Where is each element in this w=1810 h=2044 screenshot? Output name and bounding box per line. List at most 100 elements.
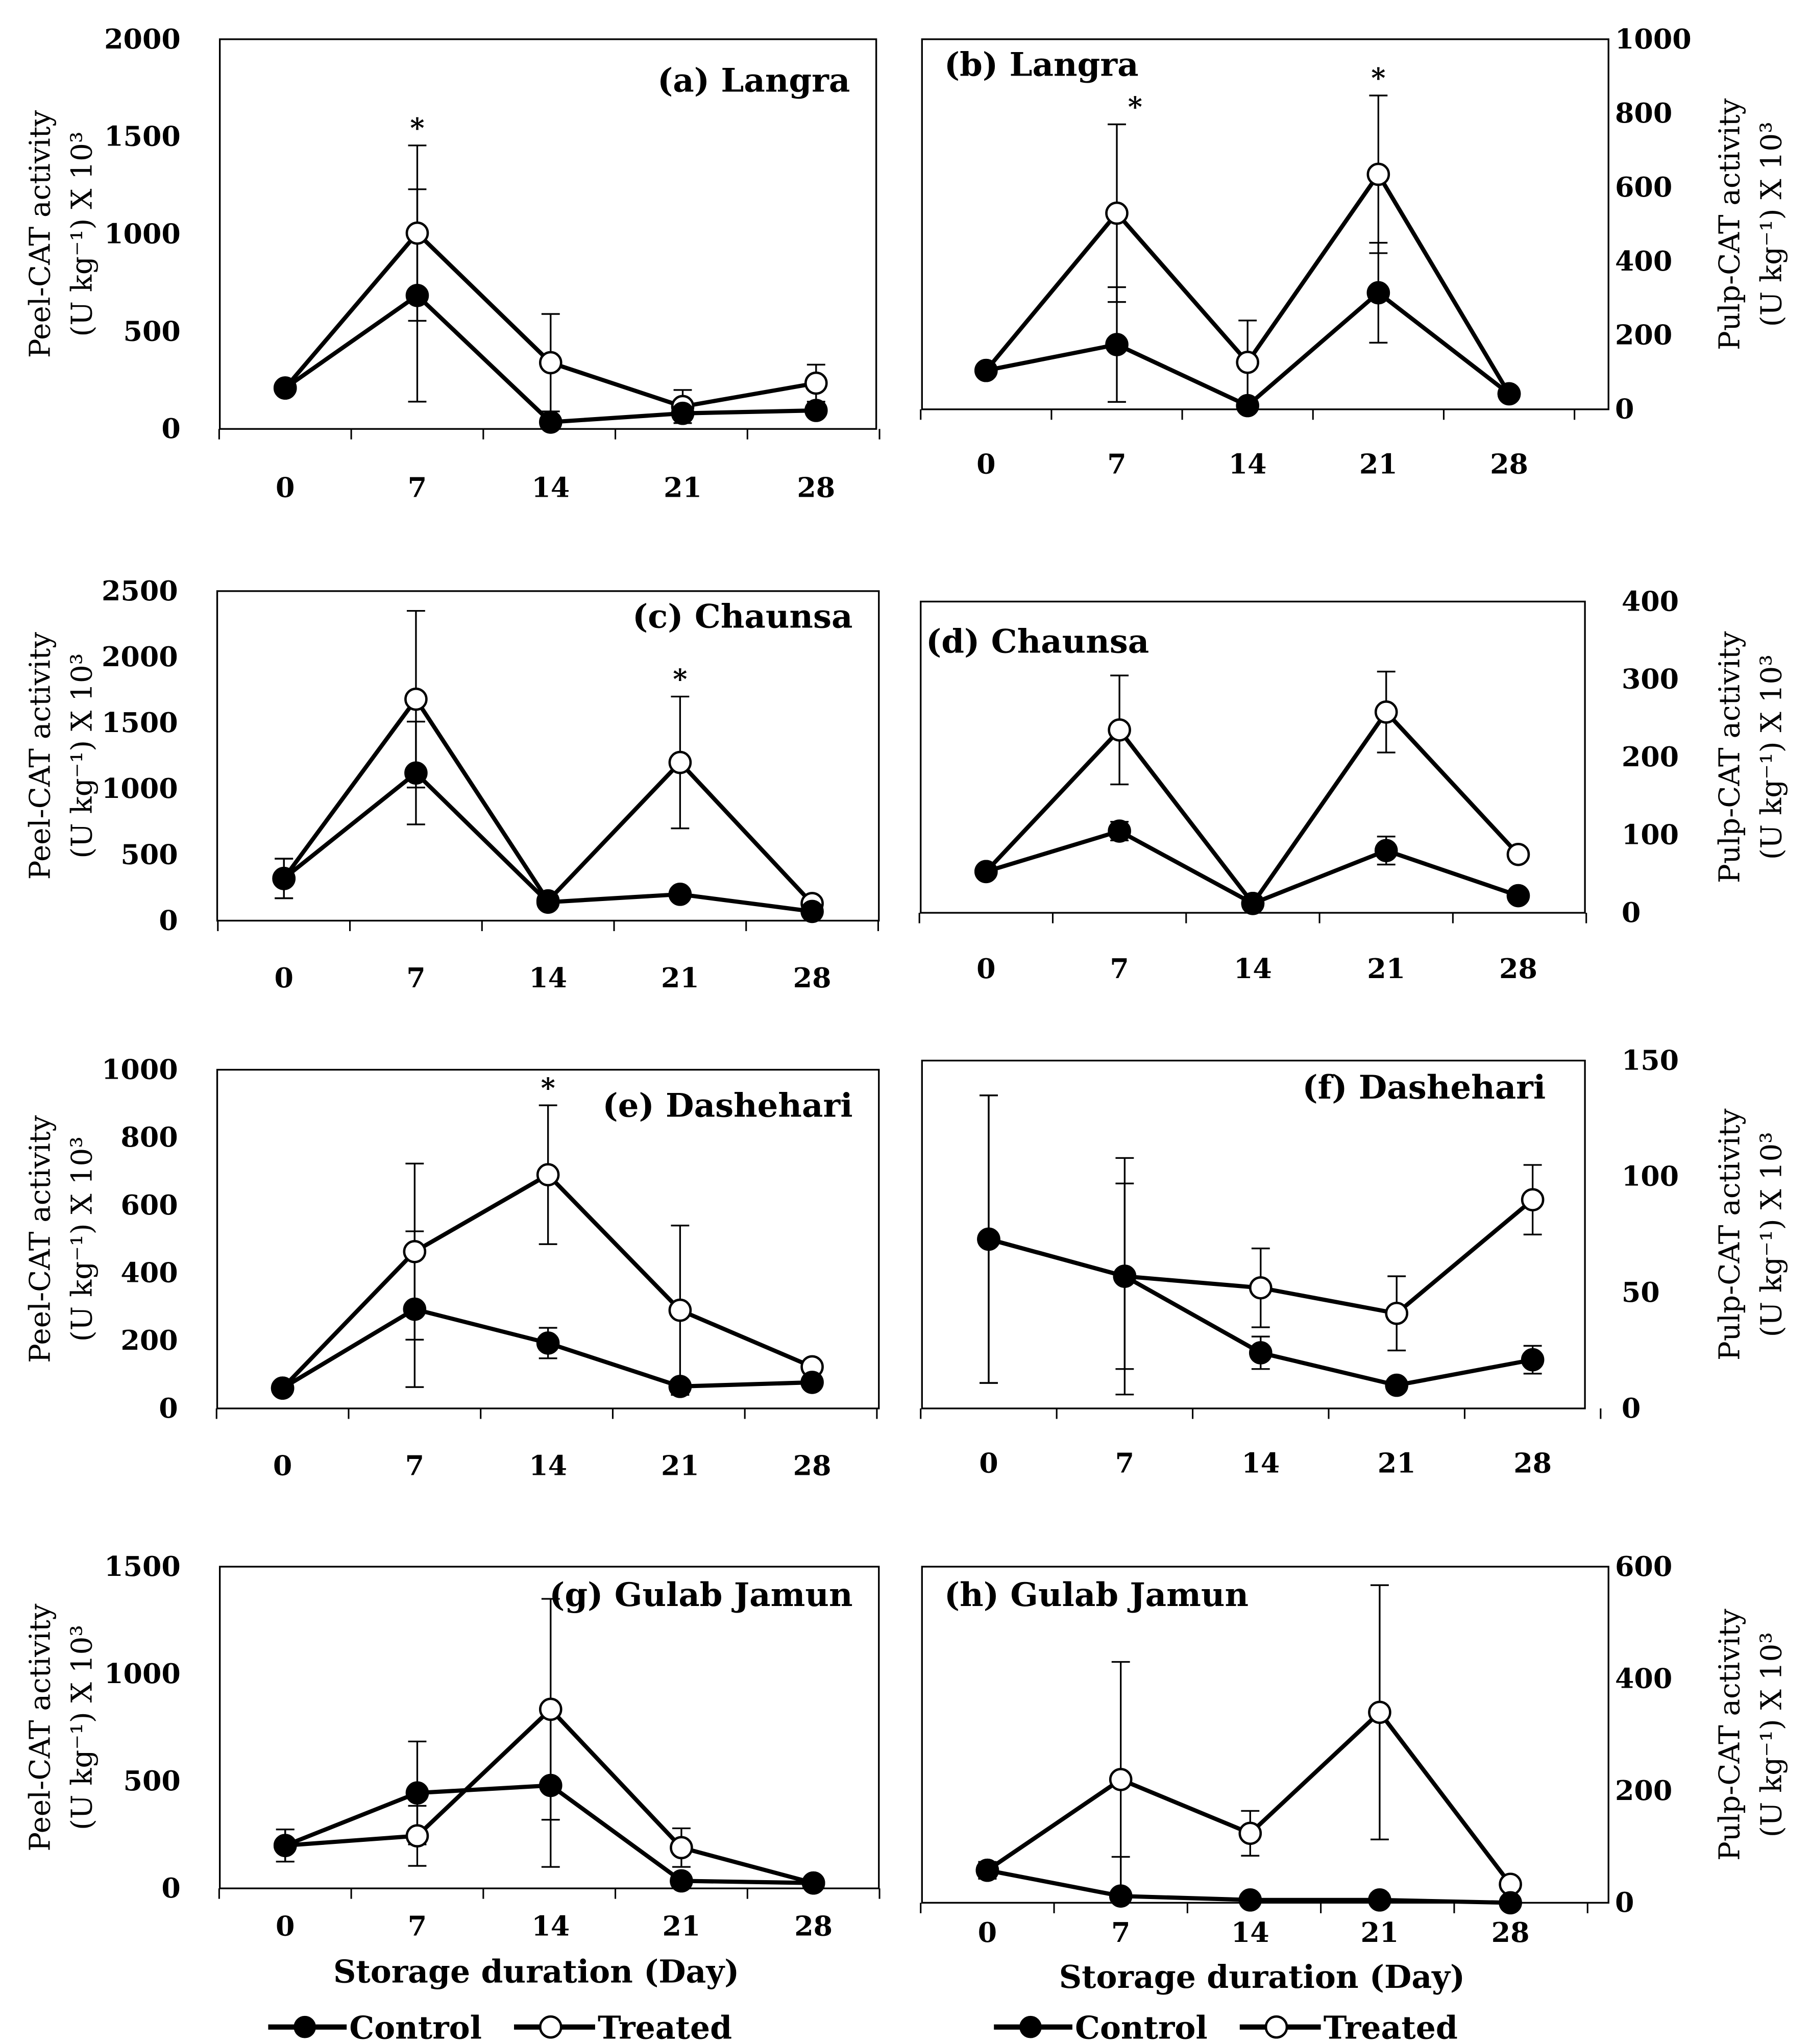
panel-f: 0 7 14 21 28 0 50 100 150 Pulp-CAT activity (U kg⁻…: [920, 1044, 1788, 1479]
x-tick-label: 0: [976, 447, 995, 480]
panel-title: (d) Chaunsa: [926, 622, 1149, 661]
significance-asterisk: *: [1371, 62, 1385, 94]
y-axis-label-line1: Pulp-CAT activity: [1713, 1108, 1746, 1360]
x-tick-label: 21: [661, 1449, 699, 1482]
panel-b: 0 7 14 21 28 0 200 400 600 800 1000 Pulp-CAT activi…: [920, 22, 1788, 480]
y-tick-label: 400: [120, 1256, 178, 1289]
x-tick-label: 14: [1234, 952, 1272, 985]
data-point-control: [1236, 394, 1259, 418]
y-tick-label: 200: [1615, 319, 1672, 351]
y-axis-label-line1: Pulp-CAT activity: [1713, 1609, 1746, 1861]
significance-asterisk: *: [673, 663, 687, 695]
y-tick-label: 1500: [104, 120, 181, 153]
data-point-treated: [1108, 718, 1131, 742]
data-point-treated: [1521, 1188, 1545, 1211]
y-tick-label: 500: [120, 838, 178, 870]
y-tick-label: 0: [159, 904, 178, 936]
y-tick-label: 500: [124, 314, 181, 347]
data-point-control: [670, 1869, 693, 1893]
y-axis-label: Pulp-CAT activity (U kg⁻¹) X 10³: [1713, 1108, 1788, 1360]
plot-frame: [921, 1566, 1609, 1904]
legend-label-treated: Treated: [1324, 2010, 1458, 2044]
data-point-control: [977, 1227, 1000, 1251]
x-tick-label: 7: [408, 1909, 427, 1942]
data-point-control: [1249, 1341, 1273, 1365]
data-point-control: [1499, 1891, 1522, 1915]
data-point-treated: [1374, 700, 1398, 724]
data-point-control: [1368, 1888, 1391, 1912]
y-axis-label-line1: Peel-CAT activity: [24, 1603, 57, 1852]
x-axis-label: Storage duration (Day): [1059, 1959, 1465, 1996]
legend: Control Treated: [268, 2010, 732, 2044]
data-point-control: [1241, 892, 1265, 915]
series-line-treated: [282, 695, 814, 905]
data-point-control: [403, 1297, 427, 1321]
y-axis-label-line2: (U kg⁻¹) X 10³: [1755, 654, 1788, 860]
y-tick-label: 0: [1615, 393, 1634, 425]
series-line-treated: [984, 709, 1520, 907]
x-tick-label: 0: [276, 471, 295, 503]
x-tick-label: 14: [1231, 1916, 1269, 1949]
x-tick-label: 7: [406, 961, 425, 994]
legend-marker-control: [1019, 2015, 1042, 2038]
x-tick-label: 0: [978, 1916, 997, 1949]
y-axis-label: Peel-CAT activity (U kg⁻¹) X 10³: [24, 110, 99, 358]
data-point-control: [668, 883, 692, 906]
y-tick-label: 200: [120, 1324, 178, 1356]
x-tick-label: 7: [1111, 1916, 1130, 1949]
data-point-treated: [1105, 201, 1129, 225]
y-axis-label: Pulp-CAT activity (U kg⁻¹) X 10³: [1713, 1609, 1788, 1861]
data-point-treated: [536, 1163, 560, 1186]
data-point-control: [1105, 333, 1129, 356]
data-point-treated: [1366, 162, 1390, 186]
x-tick-label: 0: [276, 1909, 295, 1942]
x-tick-label: 14: [529, 1449, 567, 1482]
plot-frame: [921, 38, 1609, 410]
data-point-control: [405, 1781, 429, 1805]
x-tick-label: 28: [1490, 447, 1528, 480]
panel-a: 0 7 14 21 28 0 500 1000 1500 2000 Peel-CAT activit…: [24, 22, 880, 503]
data-point-treated: [1236, 350, 1259, 374]
significance-asterisk: *: [1128, 90, 1142, 123]
y-tick-label: 0: [159, 1392, 178, 1424]
x-axis-label: Storage duration (Day): [333, 1954, 739, 1990]
data-point-treated: [1385, 1301, 1409, 1325]
y-tick-label: 400: [1615, 1662, 1672, 1694]
x-tick-label: 14: [531, 471, 570, 503]
legend-marker-control: [293, 2015, 316, 2038]
y-tick-label: 600: [1615, 171, 1672, 203]
panel-title: (g) Gulab Jamun: [549, 1576, 852, 1614]
data-point-control: [1109, 1884, 1133, 1908]
y-axis-label-line1: Pulp-CAT activity: [1713, 631, 1746, 883]
y-tick-label: 0: [161, 1871, 180, 1904]
y-tick-label: 0: [161, 412, 180, 445]
data-point-control: [1238, 1888, 1262, 1912]
x-tick-label: 21: [664, 471, 702, 503]
data-point-control: [404, 761, 428, 785]
y-tick-label: 300: [1622, 663, 1679, 695]
y-axis-label-line2: (U kg⁻¹) X 10³: [66, 1625, 99, 1830]
panel-title: (e) Dashehari: [602, 1087, 852, 1125]
y-tick-label: 400: [1622, 585, 1679, 617]
data-point-control: [1108, 819, 1131, 843]
y-axis-label-line1: Peel-CAT activity: [24, 632, 57, 880]
data-point-control: [536, 1331, 560, 1355]
data-point-treated: [1368, 1700, 1391, 1724]
panel-title: (c) Chaunsa: [632, 598, 853, 636]
data-point-control: [273, 376, 297, 400]
legend: Control Treated: [994, 2010, 1458, 2044]
series-line-control: [284, 1783, 814, 1885]
data-point-control: [668, 1375, 692, 1398]
panel-title: (f) Dashehari: [1302, 1068, 1546, 1107]
data-point-control: [272, 867, 296, 890]
data-point-control: [1113, 1264, 1137, 1288]
plot-frame: [216, 590, 880, 922]
data-point-control: [975, 1858, 999, 1882]
x-tick-label: 14: [1241, 1447, 1280, 1479]
data-point-treated: [539, 351, 562, 375]
x-tick-label: 7: [1115, 1447, 1134, 1479]
y-axis-label: Pulp-CAT activity (U kg⁻¹) X 10³: [1713, 98, 1788, 350]
y-axis-label-line2: (U kg⁻¹) X 10³: [1755, 1632, 1788, 1837]
